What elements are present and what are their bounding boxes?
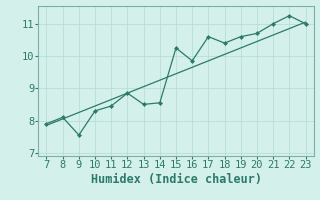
X-axis label: Humidex (Indice chaleur): Humidex (Indice chaleur) [91, 173, 261, 186]
